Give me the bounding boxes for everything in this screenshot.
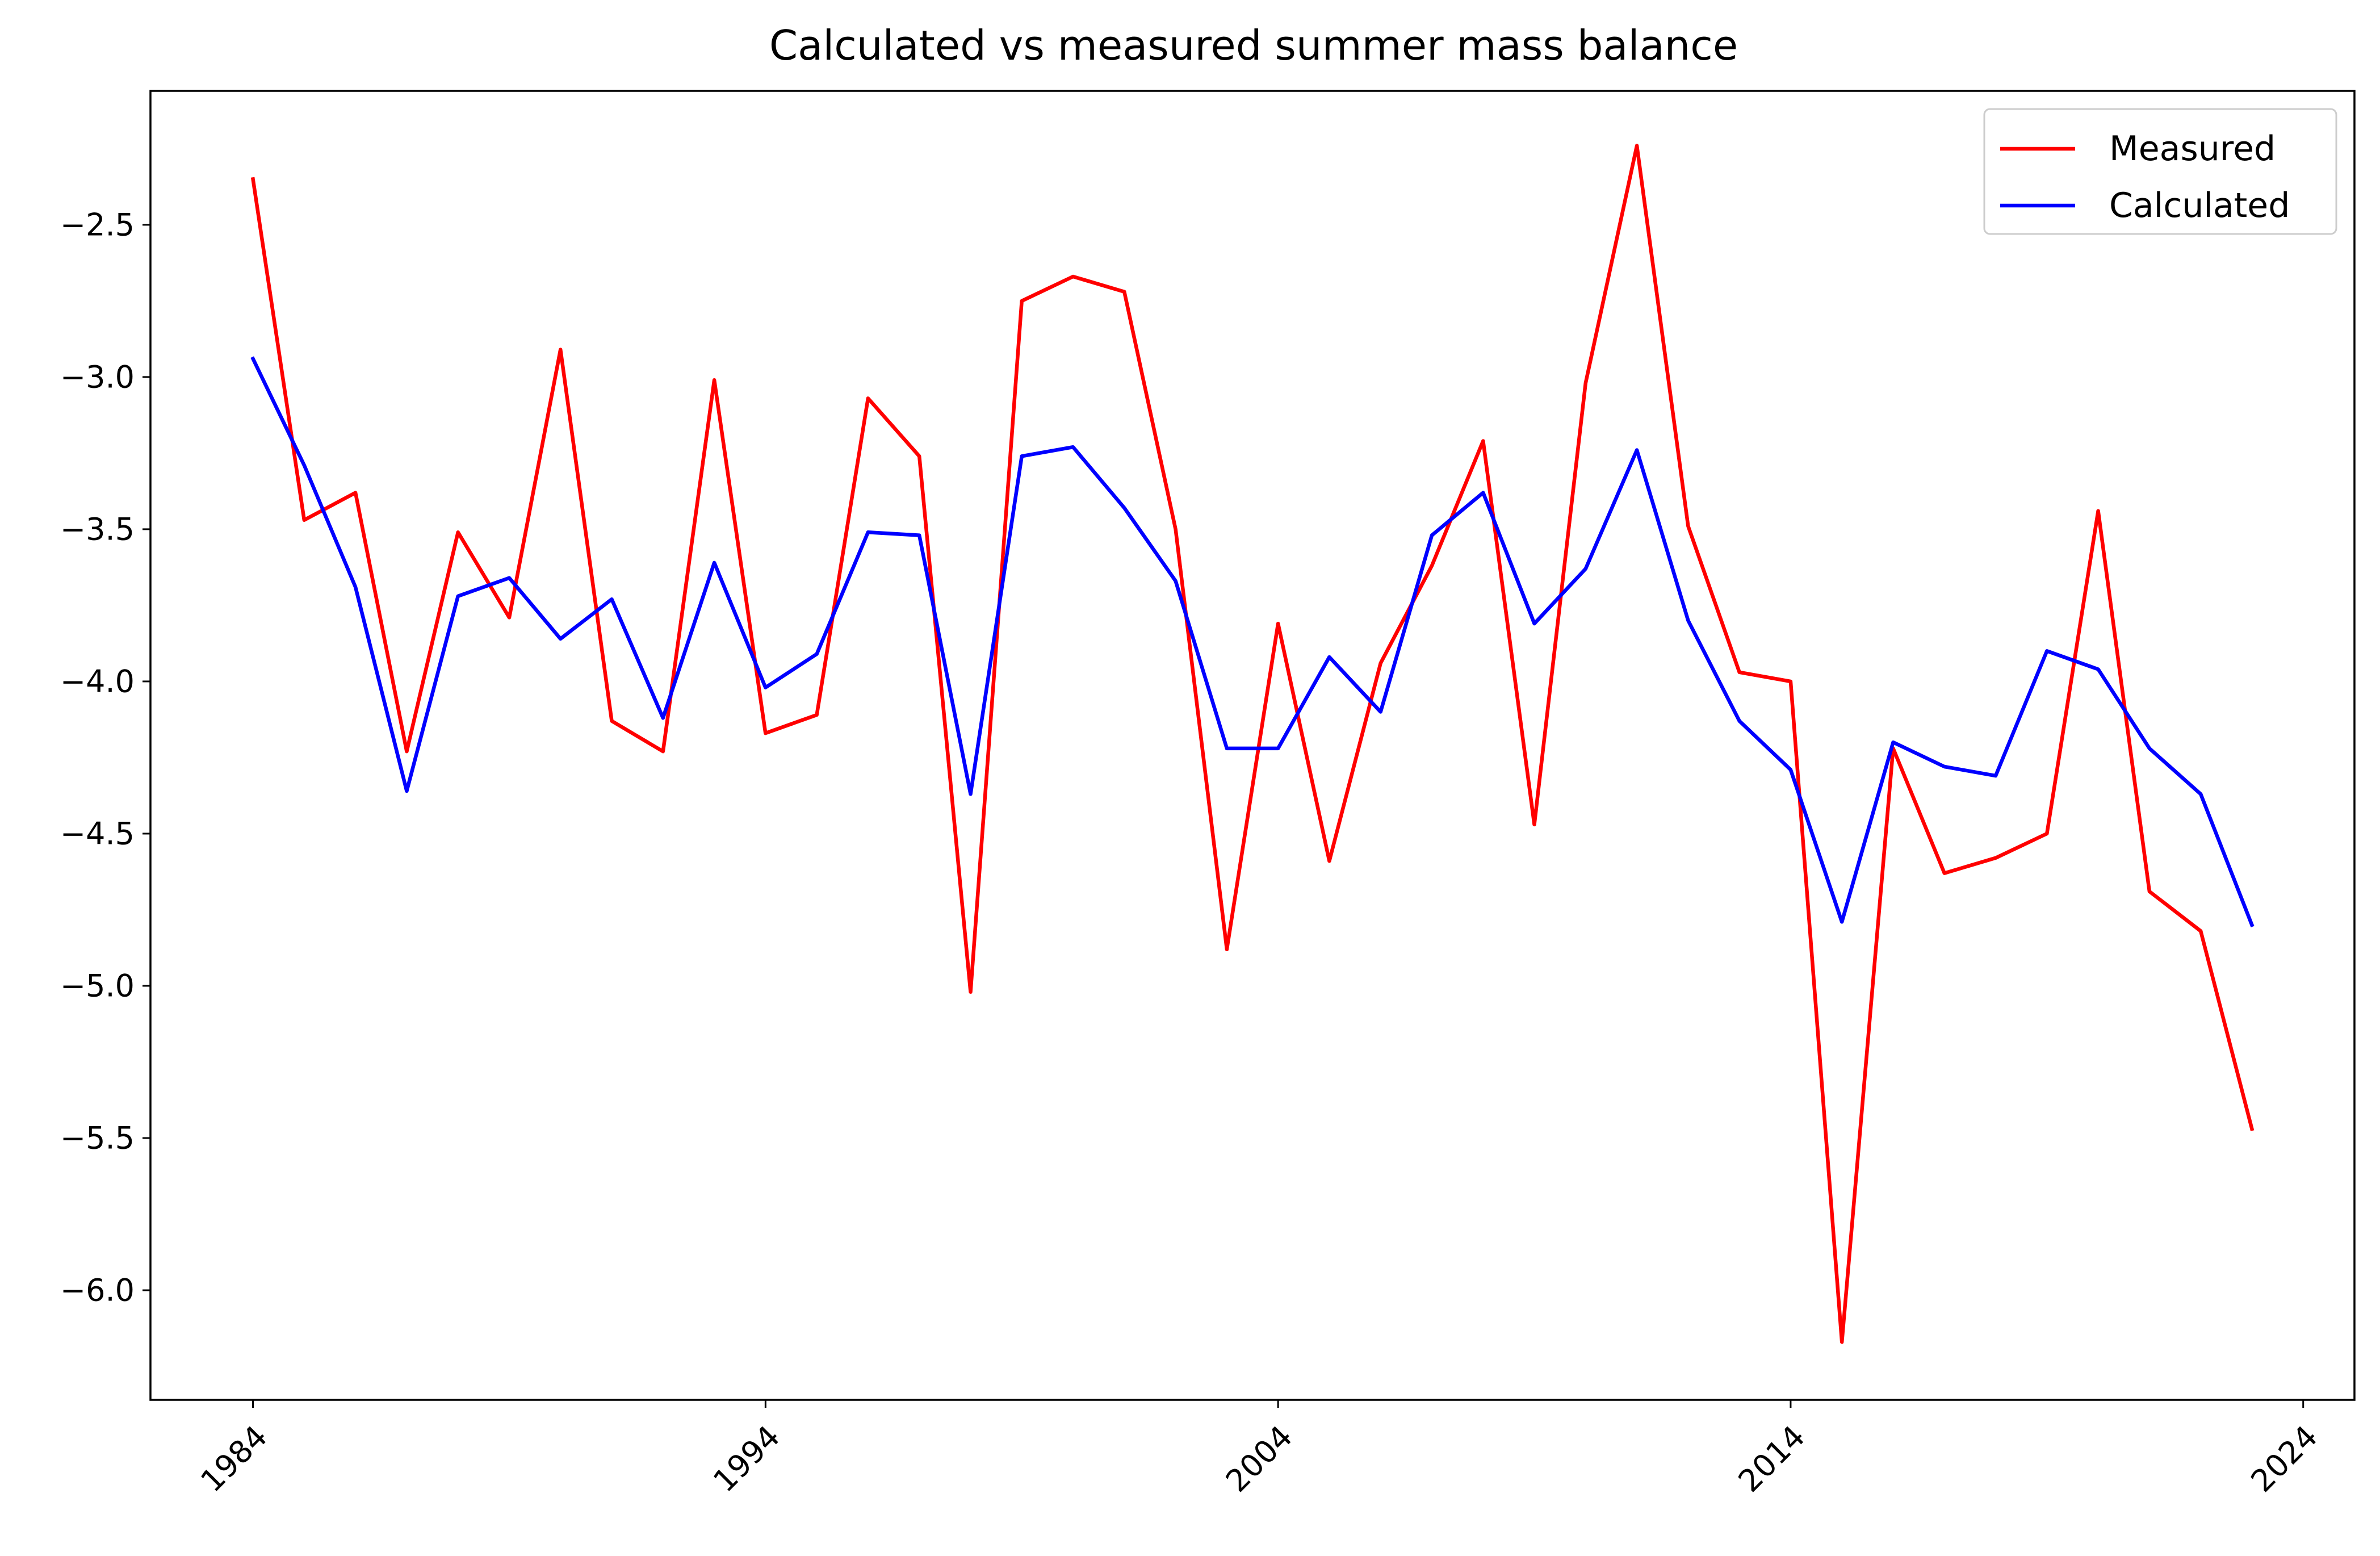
y-tick-label: −2.5 — [60, 207, 135, 242]
y-tick-label: −5.5 — [60, 1120, 135, 1156]
legend-label-measured: Measured — [2109, 129, 2276, 169]
y-tick-label: −3.5 — [60, 511, 135, 547]
y-tick-label: −6.0 — [60, 1273, 135, 1308]
x-tick-label: 2014 — [1732, 1419, 1812, 1499]
x-tick-label: 2024 — [2244, 1419, 2324, 1499]
series-line-measured — [250, 144, 2255, 1344]
x-tick-label: 2004 — [1219, 1419, 1300, 1499]
series-line-calculated — [250, 356, 2255, 928]
legend-box — [1983, 108, 2337, 235]
y-tick-label: −4.0 — [60, 663, 135, 699]
axes-frame — [149, 90, 2356, 1401]
y-tick-label: −3.0 — [60, 359, 135, 395]
x-tick-label: 1994 — [706, 1419, 787, 1499]
y-tick-label: −5.0 — [60, 968, 135, 1003]
x-tick-label: 1984 — [194, 1419, 274, 1499]
chart-title: Calculated vs measured summer mass balan… — [769, 22, 1738, 69]
y-tick-label: −4.5 — [60, 815, 135, 851]
plot-area — [250, 144, 2255, 1344]
legend-label-calculated: Calculated — [2109, 186, 2290, 225]
legend: Measured Calculated — [1983, 108, 2337, 235]
